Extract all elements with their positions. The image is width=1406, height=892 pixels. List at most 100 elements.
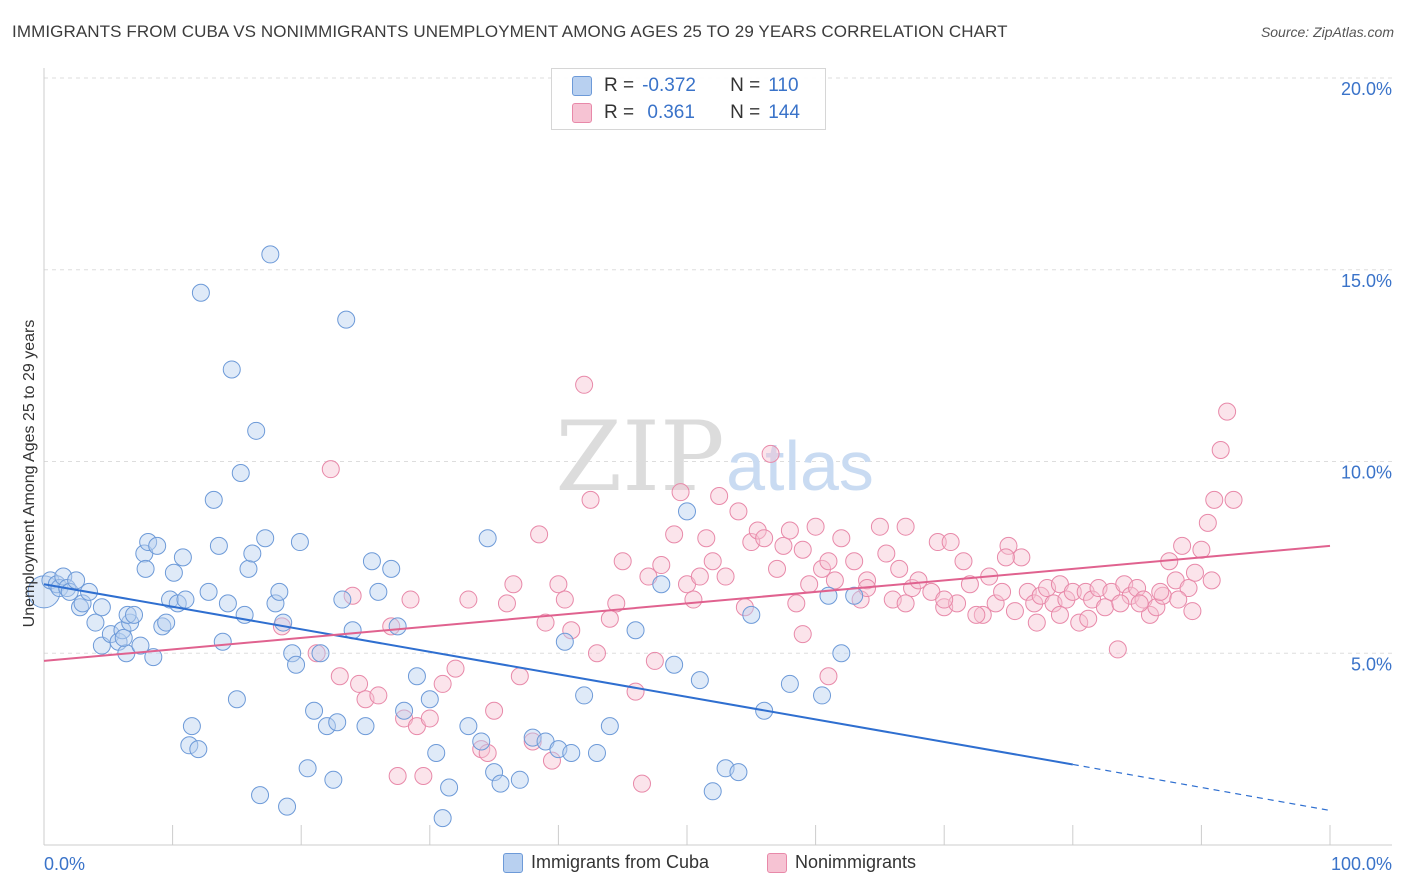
- nonimmigrants-point: [1183, 602, 1202, 621]
- stats-row-cuba: R = -0.372 N = 110: [572, 75, 799, 97]
- cuba-point: [182, 717, 201, 736]
- nonimmigrants-point: [1211, 440, 1230, 459]
- cuba-point: [780, 674, 799, 693]
- legend-label-cuba: Immigrants from Cuba: [531, 852, 710, 872]
- cuba-point: [243, 544, 262, 563]
- nonimmigrants-point: [446, 659, 465, 678]
- nonimmigrants-point: [729, 502, 748, 521]
- cuba-point: [305, 701, 324, 720]
- nonimmigrants-point: [459, 590, 478, 609]
- nonimmigrants-point: [504, 575, 523, 594]
- nonimmigrants-point: [575, 375, 594, 394]
- cuba-point: [114, 628, 133, 647]
- cuba-point: [218, 594, 237, 613]
- n-label: N =: [730, 75, 761, 96]
- nonimmigrants-point: [858, 571, 877, 590]
- nonimmigrants-point: [1224, 490, 1243, 509]
- nonimmigrants-point: [549, 575, 568, 594]
- nonimmigrants-point: [845, 552, 864, 571]
- cuba-point: [213, 632, 232, 651]
- nonimmigrants-point: [581, 490, 600, 509]
- nonimmigrants-point: [806, 517, 825, 536]
- cuba-point: [356, 717, 375, 736]
- cuba-point: [626, 621, 645, 640]
- n-value: 144: [768, 102, 800, 123]
- nonimmigrants-point: [1063, 582, 1082, 601]
- nonimmigrants-point: [542, 751, 561, 770]
- nonimmigrants-point: [307, 644, 326, 663]
- cuba-point: [362, 552, 381, 571]
- nonimmigrants-point: [954, 552, 973, 571]
- r-label: R =: [604, 75, 635, 96]
- cuba-point: [813, 686, 832, 705]
- cuba-point: [369, 582, 388, 601]
- nonimmigrants-point: [774, 536, 793, 555]
- cuba-point: [343, 621, 362, 640]
- nonimmigrants-point: [510, 667, 529, 686]
- y-axis-label: Unemployment Among Ages 25 to 29 years: [21, 320, 38, 628]
- cuba-point: [176, 590, 195, 609]
- cuba-point: [382, 559, 401, 578]
- cuba-point: [180, 736, 199, 755]
- nonimmigrants-point: [433, 674, 452, 693]
- legend-label-nonimmigrants: Nonimmigrants: [795, 852, 917, 872]
- cuba-trend-extension: [1072, 763, 1331, 812]
- nonimmigrants-point: [716, 567, 735, 586]
- nonimmigrants-point: [555, 590, 574, 609]
- cuba-point: [678, 502, 696, 521]
- legend-item-nonimmigrants[interactable]: Nonimmigrants: [767, 852, 916, 873]
- cuba-point: [333, 590, 352, 609]
- cuba-point: [472, 732, 491, 751]
- correlation-stats-box: R = -0.372 N = 110 R = 0.361 N = 144: [551, 68, 826, 130]
- nonimmigrants-point: [973, 605, 992, 624]
- nonimmigrants-legend-swatch: [767, 852, 787, 873]
- nonimmigrants-point: [761, 444, 780, 463]
- cuba-point: [703, 782, 722, 801]
- cuba-point: [86, 613, 105, 632]
- nonimmigrants-point: [793, 625, 812, 644]
- nonimmigrants-point: [497, 594, 516, 613]
- nonimmigrants-point: [1108, 640, 1127, 659]
- cuba-point: [148, 536, 167, 555]
- cuba-point: [261, 245, 280, 264]
- y-tick-label: 10.0%: [1341, 463, 1392, 483]
- cuba-point: [247, 421, 266, 440]
- nonimmigrants-point: [1079, 609, 1098, 628]
- nonimmigrants-point: [626, 682, 645, 701]
- cuba-point: [337, 310, 356, 329]
- cuba-point: [328, 713, 347, 732]
- cuba-point: [575, 686, 594, 705]
- nonimmigrants-swatch: [572, 103, 592, 123]
- tick-labels: 5.0% 10.0% 15.0% 20.0% 0.0% 100.0%: [44, 79, 1392, 874]
- nonimmigrants-point: [343, 586, 362, 605]
- nonimmigrants-point: [896, 594, 915, 613]
- cuba-point: [427, 743, 446, 762]
- nonimmigrants-point: [1095, 598, 1114, 617]
- cuba-point: [587, 743, 606, 762]
- nonimmigrants-point: [1070, 613, 1089, 632]
- cuba-point: [231, 464, 250, 483]
- cuba-point: [199, 582, 218, 601]
- nonimmigrants-point: [813, 559, 832, 578]
- nonimmigrants-point: [896, 517, 915, 536]
- nonimmigrants-point: [350, 674, 369, 693]
- legend-item-cuba[interactable]: Immigrants from Cuba: [503, 852, 709, 873]
- cuba-point: [742, 605, 761, 624]
- nonimmigrants-point: [825, 571, 844, 590]
- nonimmigrants-point: [928, 533, 947, 552]
- cuba-point: [311, 644, 330, 663]
- nonimmigrants-point: [613, 552, 632, 571]
- cuba-point: [395, 701, 414, 720]
- cuba-point: [189, 740, 208, 759]
- source-credit: Source: ZipAtlas.com: [1260, 24, 1394, 40]
- nonimmigrants-point: [321, 460, 340, 479]
- nonimmigrants-point: [877, 544, 896, 563]
- watermark: ZIP atlas: [555, 401, 874, 513]
- cuba-point: [690, 671, 709, 690]
- nonimmigrants-point: [1025, 594, 1044, 613]
- legend: Immigrants from Cuba Nonimmigrants: [0, 852, 1406, 878]
- cuba-point: [227, 690, 246, 709]
- nonimmigrants-point: [999, 536, 1018, 555]
- nonimmigrants-point: [1140, 605, 1159, 624]
